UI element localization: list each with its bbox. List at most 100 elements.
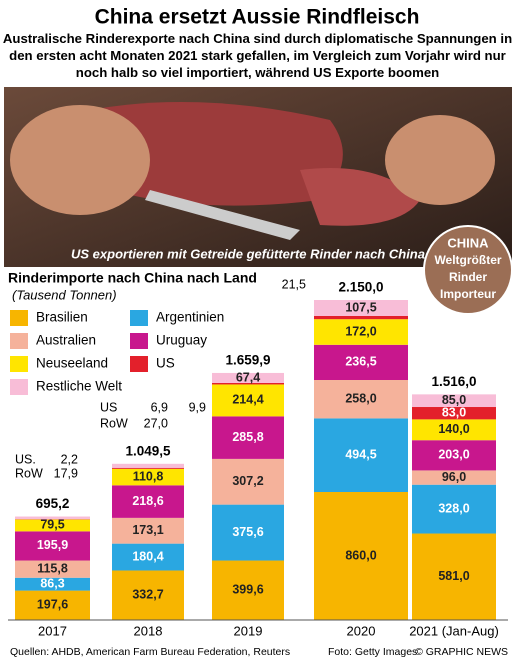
subtitle-box: Australische Rinderexporte nach China si… [2, 31, 513, 80]
legend-label: Australien [36, 333, 96, 348]
bar-segment [412, 394, 496, 408]
value-label: 236,5 [345, 355, 376, 369]
value-label: 203,0 [438, 448, 469, 462]
value-label: 375,6 [232, 525, 263, 539]
photo-credit: Foto: Getty Images [328, 646, 417, 658]
x-tick-label: 2020 [347, 623, 376, 638]
bar-segment [314, 316, 408, 320]
callout-prefix: US. [15, 452, 36, 466]
legend-label: Neuseeland [36, 356, 108, 371]
value-label: 214,4 [232, 393, 263, 407]
bar-segment [112, 485, 184, 518]
legend-swatch [130, 356, 148, 372]
x-tick-label: 2017 [38, 623, 67, 638]
total-label: 1.049,5 [125, 443, 171, 458]
bar-segment [412, 407, 496, 420]
title: China ersetzt Aussie Rindfleisch [95, 6, 420, 29]
value-label: 115,8 [37, 561, 68, 575]
bar-segment [112, 517, 184, 544]
bar-segment [112, 543, 184, 571]
value-label: 258,0 [345, 391, 376, 405]
bar-segment [212, 384, 284, 417]
bar-segment [212, 382, 284, 385]
value-label: 494,5 [345, 447, 376, 461]
callout-prefix: US [100, 400, 117, 414]
legend-label: Brasilien [36, 310, 88, 325]
bar-segment [15, 590, 90, 620]
total-label: 695,2 [36, 496, 70, 511]
legend-swatch [10, 333, 28, 349]
value-label: 107,5 [345, 300, 376, 314]
value-label: 197,6 [37, 598, 68, 612]
bar-segment [212, 560, 284, 620]
callout-value: 9,9 [189, 400, 206, 414]
badge-text: CHINA Weltgrößter Rinder Importeur [434, 235, 501, 301]
value-label: 83,0 [442, 405, 466, 419]
callout-value: 21,5 [282, 277, 306, 291]
value-label: 307,2 [232, 474, 263, 488]
bar-segment [412, 470, 496, 485]
badge-line: Rinder [449, 270, 487, 284]
subtitle: Australische Rinderexporte nach China si… [2, 31, 513, 80]
value-label: 96,0 [442, 470, 466, 484]
bar-segment [314, 344, 408, 380]
callout-value: 2,2 [61, 452, 78, 466]
photo [4, 87, 512, 267]
bar-segment [412, 440, 496, 471]
bar-segment [112, 463, 184, 468]
value-label: 79,5 [40, 518, 64, 532]
value-label: 581,0 [438, 569, 469, 583]
value-label: 172,0 [345, 324, 376, 338]
value-label: 332,7 [132, 588, 163, 602]
bar-segment [314, 300, 408, 316]
value-label: 195,9 [37, 538, 68, 552]
bar-segment [412, 419, 496, 441]
value-label: 85,0 [442, 393, 466, 407]
value-label: 180,4 [132, 549, 163, 563]
value-label: 173,1 [132, 523, 163, 537]
bar-segment [212, 416, 284, 459]
bar-segment [412, 533, 496, 620]
badge [423, 225, 513, 315]
legend-swatch [10, 310, 28, 326]
callout-prefix: RoW [100, 416, 128, 430]
value-label: 67,4 [236, 370, 260, 384]
value-label: 285,8 [232, 430, 263, 444]
legend-label: Uruguay [156, 333, 207, 348]
bar-segment [15, 560, 90, 578]
value-label: 218,6 [132, 494, 163, 508]
callout-prefix: RoW [15, 466, 43, 480]
bar-segment [212, 372, 284, 383]
legend-swatch [130, 310, 148, 326]
callout-value: 6,9 [151, 400, 168, 414]
credit: © GRAPHIC NEWS [415, 646, 508, 658]
bar-segment [314, 418, 408, 492]
value-label: 860,0 [345, 548, 376, 562]
badge-line: CHINA [447, 235, 489, 250]
value-label: 328,0 [438, 501, 469, 515]
bar-segment [412, 484, 496, 534]
x-tick-label: 2018 [134, 623, 163, 638]
callout-value: 27,0 [144, 416, 168, 430]
bar-segment [212, 504, 284, 561]
callout-value: 17,9 [54, 466, 78, 480]
legend-label: Restliche Welt [36, 379, 122, 394]
total-label: 1.659,9 [225, 353, 270, 368]
bar-segment [15, 519, 90, 532]
bar-segment [112, 570, 184, 620]
value-label: 86,3 [40, 576, 64, 590]
value-label: 110,8 [133, 469, 164, 483]
x-tick-label: 2019 [234, 623, 263, 638]
bar-segment [314, 319, 408, 345]
legend-swatch [10, 379, 28, 395]
value-label: 399,6 [232, 583, 263, 597]
value-label: 140,0 [438, 422, 469, 436]
photo-caption: US exportieren mit Getreide gefütterte R… [71, 246, 425, 261]
sources: Quellen: AHDB, American Farm Bureau Fede… [10, 646, 290, 658]
x-tick-label: 2021 (Jan-Aug) [409, 623, 499, 638]
total-label: 1.516,0 [431, 374, 476, 389]
badge-line: Weltgrößter [434, 253, 501, 267]
bar-segment [314, 492, 408, 620]
legend-label: Argentinien [156, 310, 224, 325]
